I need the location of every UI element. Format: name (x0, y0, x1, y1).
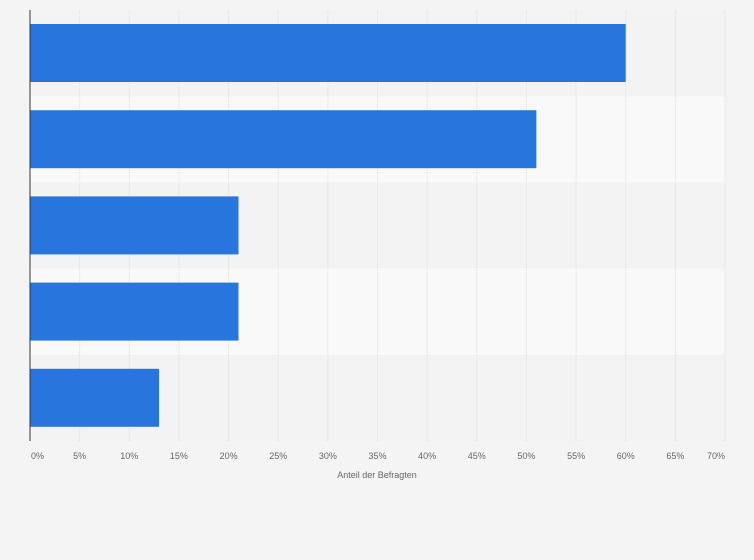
x-tick-label: 65% (666, 451, 684, 461)
x-tick-label: 20% (220, 451, 238, 461)
x-tick-label: 70% (707, 451, 725, 461)
x-tick-label: 60% (617, 451, 635, 461)
x-tick-label: 45% (468, 451, 486, 461)
bar (30, 110, 537, 169)
x-tick-label: 25% (269, 451, 287, 461)
x-tick-label: 5% (73, 451, 86, 461)
bar (30, 24, 626, 82)
x-tick-label: 40% (418, 451, 436, 461)
x-tick-label: 55% (567, 451, 585, 461)
x-axis-title: Anteil der Befragten (337, 470, 417, 480)
x-tick-label: 35% (368, 451, 386, 461)
x-tick-label: 10% (120, 451, 138, 461)
bar (30, 368, 160, 427)
x-tick-label: 50% (517, 451, 535, 461)
bar (30, 196, 239, 255)
x-tick-label: 15% (170, 451, 188, 461)
x-tick-label: 30% (319, 451, 337, 461)
bar (30, 282, 239, 341)
bars (30, 24, 626, 427)
x-axis-tick-labels: 0% 5% 10% 15% 20% 25% 30% 35% 40% 45% 50% 55% 60% 65%… (31, 451, 725, 461)
x-tick-label: 0% (31, 451, 44, 461)
